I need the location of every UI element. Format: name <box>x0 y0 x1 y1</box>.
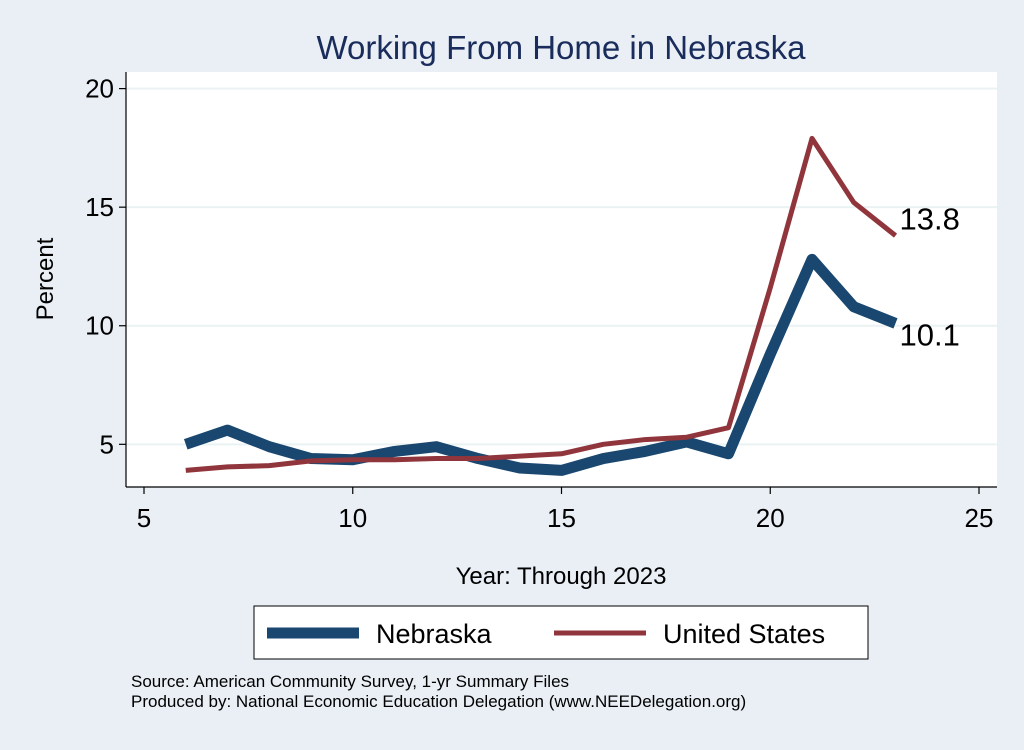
legend: Nebraska United States <box>253 605 869 660</box>
x-tick-label: 25 <box>965 503 994 533</box>
x-ticks: 5 10 15 20 25 <box>137 487 994 533</box>
end-labels: 10.1 13.8 <box>900 202 960 353</box>
series-line-united-states <box>185 135 898 473</box>
y-tick-label: 15 <box>85 192 114 222</box>
end-label-nebraska: 10.1 <box>900 317 960 352</box>
y-axis-title: Percent <box>32 237 59 320</box>
y-tick-label: 5 <box>100 429 114 459</box>
end-label-united-states: 13.8 <box>900 202 960 237</box>
y-tick-label: 10 <box>85 311 114 341</box>
chart-title: Working From Home in Nebraska <box>316 29 806 66</box>
x-tick-label: 15 <box>547 503 576 533</box>
source-note: Source: American Community Survey, 1-yr … <box>131 672 570 691</box>
x-axis-title: Year: Through 2023 <box>456 563 667 590</box>
x-tick-label: 20 <box>756 503 785 533</box>
x-tick-label: 10 <box>338 503 367 533</box>
series-line-nebraska <box>183 253 898 476</box>
producer-note: Produced by: National Economic Education… <box>131 692 747 711</box>
y-ticks: 5 10 15 20 <box>85 74 126 459</box>
plot-area <box>126 72 997 487</box>
legend-label-nebraska: Nebraska <box>376 619 493 649</box>
series-lines <box>183 135 898 476</box>
x-tick-label: 5 <box>137 503 151 533</box>
grid-lines <box>126 87 997 446</box>
legend-label-united-states: United States <box>663 619 825 649</box>
y-tick-label: 20 <box>85 74 114 104</box>
